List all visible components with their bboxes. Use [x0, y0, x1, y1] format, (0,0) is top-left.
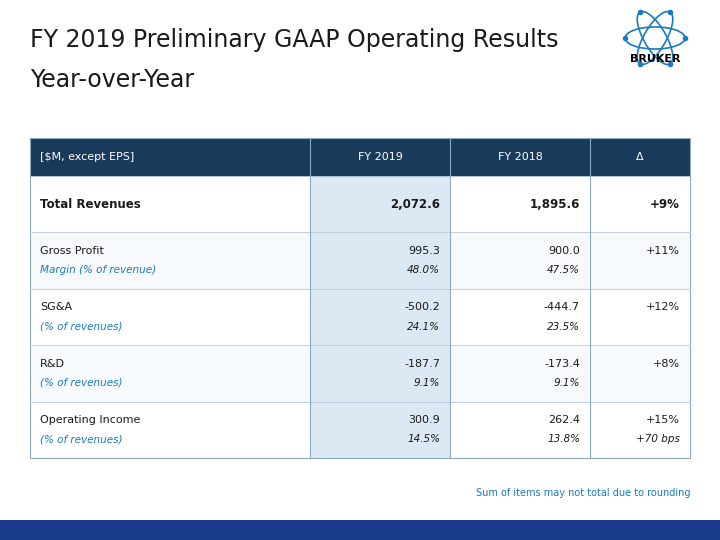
Text: Margin (% of revenue): Margin (% of revenue)	[40, 265, 156, 275]
Bar	[30, 232, 690, 289]
Text: FY 2019: FY 2019	[358, 152, 402, 162]
Bar	[310, 289, 450, 345]
Bar	[30, 289, 690, 345]
Text: Total Revenues: Total Revenues	[40, 198, 140, 211]
Text: 24.1%: 24.1%	[407, 322, 440, 332]
Text: 262.4: 262.4	[548, 415, 580, 425]
Bar	[30, 138, 690, 458]
Text: 2,072.6: 2,072.6	[390, 198, 440, 211]
Text: +11%: +11%	[646, 246, 680, 256]
Text: -173.4: -173.4	[544, 359, 580, 369]
Bar	[0, 520, 720, 540]
Text: 14.5%: 14.5%	[407, 434, 440, 444]
Text: (% of revenues): (% of revenues)	[40, 322, 122, 332]
Text: 13.8%: 13.8%	[547, 434, 580, 444]
Bar	[30, 176, 690, 232]
Text: (% of revenues): (% of revenues)	[40, 434, 122, 444]
Text: 9.1%: 9.1%	[413, 378, 440, 388]
Text: R&D: R&D	[40, 359, 65, 369]
Text: +12%: +12%	[646, 302, 680, 313]
Bar	[310, 345, 450, 402]
Text: 900.0: 900.0	[548, 246, 580, 256]
Bar	[310, 232, 450, 289]
Text: +8%: +8%	[653, 359, 680, 369]
Text: [$M, except EPS]: [$M, except EPS]	[40, 152, 134, 162]
Text: +15%: +15%	[646, 415, 680, 425]
Text: +70 bps: +70 bps	[636, 434, 680, 444]
Text: -187.7: -187.7	[404, 359, 440, 369]
Bar	[30, 138, 690, 176]
Text: 1,895.6: 1,895.6	[530, 198, 580, 211]
Text: -500.2: -500.2	[404, 302, 440, 313]
Text: 23.5%: 23.5%	[547, 322, 580, 332]
Text: (% of revenues): (% of revenues)	[40, 378, 122, 388]
Text: 9.1%: 9.1%	[554, 378, 580, 388]
Text: FY 2019 Preliminary GAAP Operating Results: FY 2019 Preliminary GAAP Operating Resul…	[30, 28, 559, 52]
Text: FY 2018: FY 2018	[498, 152, 542, 162]
Text: 300.9: 300.9	[408, 415, 440, 425]
Bar	[30, 345, 690, 402]
Text: Operating Income: Operating Income	[40, 415, 140, 425]
Text: SG&A: SG&A	[40, 302, 72, 313]
Text: BRUKER: BRUKER	[630, 54, 680, 64]
Text: Δ: Δ	[636, 152, 644, 162]
Text: 995.3: 995.3	[408, 246, 440, 256]
Text: -444.7: -444.7	[544, 302, 580, 313]
Bar	[310, 176, 450, 232]
Text: Sum of items may not total due to rounding: Sum of items may not total due to roundi…	[475, 488, 690, 498]
Text: +9%: +9%	[650, 198, 680, 211]
Text: Gross Profit: Gross Profit	[40, 246, 104, 256]
Bar	[310, 402, 450, 458]
Bar	[30, 402, 690, 458]
Text: 48.0%: 48.0%	[407, 265, 440, 275]
Text: Year-over-Year: Year-over-Year	[30, 68, 194, 92]
Text: 47.5%: 47.5%	[547, 265, 580, 275]
